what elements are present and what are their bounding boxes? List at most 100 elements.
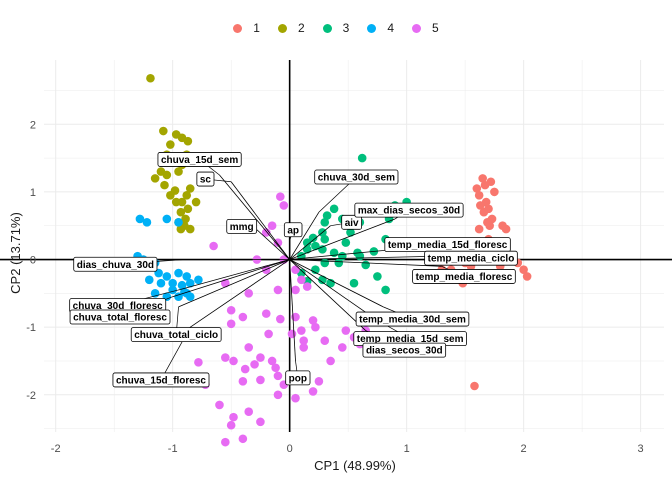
scatter-points [133,73,532,447]
data-point-cluster-5 [326,356,335,366]
data-point-cluster-4 [177,280,187,290]
legend-item-4: 4 [367,21,394,35]
legend-label: 3 [342,21,350,35]
data-point-cluster-4 [144,275,154,285]
data-point-cluster-3 [361,260,370,270]
vector-label-box [354,202,464,218]
data-point-cluster-2 [183,204,193,214]
data-point-cluster-1 [486,177,496,187]
data-point-cluster-5 [221,437,230,447]
vector-label-chuva_total_floresc: chuva_total_floresc [73,313,167,324]
data-point-cluster-5 [244,407,254,417]
data-point-cluster-5 [240,364,250,374]
data-point-cluster-5 [256,417,265,427]
data-point-cluster-5 [238,434,248,444]
legend-item-2: 2 [277,21,305,35]
data-point-cluster-4 [142,218,152,227]
data-point-cluster-5 [299,336,308,345]
data-point-cluster-5 [273,285,283,295]
vector-label-chuva_30d_sem: chuva_30d_sem [318,173,395,184]
legend-item-1: 1 [233,21,260,35]
data-point-cluster-3 [311,241,320,251]
data-point-cluster-3 [338,251,347,261]
data-point-cluster-2 [166,140,175,149]
vector-label-ap: ap [287,225,299,236]
data-point-cluster-5 [311,322,320,332]
y-axis-title: CP2 (13.71%) [8,212,23,294]
vector-label-dias_chuva_30d: dias_chuva_30d [77,260,154,271]
data-point-cluster-2 [185,224,195,234]
data-point-cluster-3 [320,258,330,268]
vector-label-box [196,171,215,187]
data-point-cluster-4 [162,272,172,281]
tick-labels: -2 -1 0 1 2 3 -2 -1 0 1 2 [26,119,643,455]
data-point-cluster-5 [226,319,236,329]
data-point-cluster-3 [357,153,367,163]
data-point-cluster-4 [162,214,172,224]
data-point-cluster-5 [221,353,230,362]
data-point-cluster-2 [162,170,172,180]
data-point-cluster-5 [226,420,236,430]
data-point-cluster-4 [135,214,145,224]
vector-label-sc: sc [200,175,212,186]
vector-label-box [285,370,311,386]
data-point-cluster-3 [346,228,355,237]
data-point-cluster-2 [174,167,183,176]
data-point-cluster-5 [291,265,300,274]
data-point-cluster-2 [160,180,169,190]
vector-label-temp_media_15d_floresc: temp_media_15d_floresc [388,240,508,251]
vector-label-box [412,269,516,284]
data-point-cluster-1 [472,184,482,193]
loading-arrow [172,259,290,298]
data-point-cluster-5 [209,241,218,251]
legend-item-3: 3 [322,21,350,35]
vector-label-box [157,152,242,167]
vector-label-box [362,342,447,358]
loading-arrow [289,259,296,362]
data-point-cluster-3 [320,218,330,227]
data-point-cluster-4 [168,285,177,295]
y-tick-label: -2 [26,390,36,402]
data-point-cluster-2 [183,136,193,146]
data-point-cluster-3 [308,233,318,243]
data-point-cluster-5 [261,309,271,318]
data-point-cluster-2 [166,190,175,200]
data-point-cluster-3 [318,275,327,285]
data-point-cluster-5 [273,371,283,381]
grid [44,60,664,432]
data-point-cluster-1 [485,221,494,231]
data-point-cluster-5 [273,390,283,400]
data-point-cluster-1 [478,174,487,183]
loading-arrow [289,211,320,260]
legend-dot-icon [367,23,377,33]
loading-arrow [289,225,331,260]
data-point-cluster-5 [244,343,254,352]
data-point-cluster-3 [329,204,339,214]
loading-arrow [190,259,290,328]
data-point-cluster-5 [238,376,248,386]
data-point-cluster-3 [302,238,312,247]
vector-label-temp_media_30d_sem: temp_media_30d_sem [359,315,466,326]
loading-arrow [178,259,290,308]
vector-label-box [226,218,258,234]
data-point-cluster-5 [267,221,277,231]
data-point-cluster-5 [308,387,318,396]
data-point-cluster-4 [174,218,183,227]
data-point-cluster-2 [159,126,168,136]
vector-label-box [314,169,399,185]
chart-legend: 1 2 3 4 5 [0,18,672,38]
zero-axes [0,60,672,432]
vector-label-box [112,372,210,388]
legend-dot-icon [412,23,422,33]
legend-item-5: 5 [412,21,439,35]
data-point-cluster-1 [519,265,528,274]
data-point-cluster-5 [261,228,271,237]
data-point-cluster-3 [320,234,330,244]
legend-dot-icon [233,23,243,33]
data-point-cluster-1 [522,272,532,281]
data-point-cluster-3 [341,238,351,247]
data-point-cluster-3 [322,211,332,220]
data-point-cluster-5 [215,400,224,410]
data-point-cluster-2 [191,197,201,207]
